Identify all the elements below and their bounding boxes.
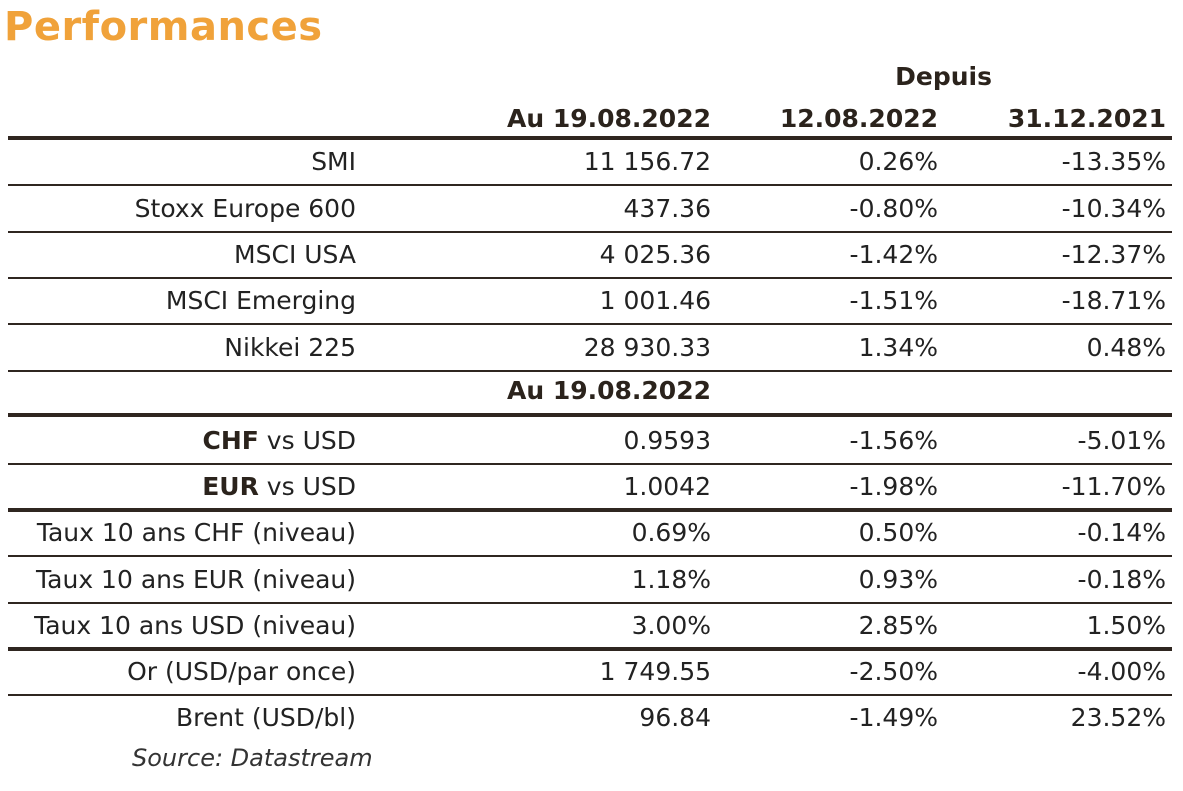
row-value-level: 4 025.36: [599, 240, 711, 269]
row-value-ytd: -0.14%: [1077, 518, 1166, 547]
table-row: Stoxx Europe 600 437.36 -0.80% -10.34%: [8, 186, 1172, 232]
rule: [8, 463, 1172, 465]
row-value-week: 0.26%: [858, 147, 938, 176]
rule-subheader: [8, 413, 1172, 417]
row-value-ytd: 23.52%: [1070, 703, 1166, 732]
row-label: Stoxx Europe 600: [134, 194, 356, 223]
source-note: Source: Datastream: [132, 744, 373, 772]
row-label: Taux 10 ans CHF (niveau): [36, 518, 356, 547]
rule: [8, 277, 1172, 279]
header-col1: Au 19.08.2022: [506, 104, 711, 133]
row-value-ytd: -13.35%: [1061, 147, 1166, 176]
header-col3: 31.12.2021: [1007, 104, 1166, 133]
row-label: MSCI Emerging: [165, 286, 356, 315]
row-value-level: 11 156.72: [583, 147, 711, 176]
row-value-level: 96.84: [639, 703, 711, 732]
row-value-week: -2.50%: [849, 657, 938, 686]
row-value-week: -1.42%: [849, 240, 938, 269]
row-value-week: 0.50%: [858, 518, 938, 547]
row-value-ytd: -11.70%: [1061, 472, 1166, 501]
row-value-level: 1 001.46: [599, 286, 711, 315]
rule: [8, 602, 1172, 604]
rule: [8, 184, 1172, 186]
row-value-level: 0.9593: [623, 426, 711, 455]
subheader-date: Au 19.08.2022: [506, 376, 711, 405]
table-row: SMI 11 156.72 0.26% -13.35%: [8, 139, 1172, 185]
table-row: EUR vs USD 1.0042 -1.98% -11.70%: [8, 464, 1172, 510]
header-depuis: Depuis: [895, 62, 992, 91]
row-label: Nikkei 225: [224, 333, 356, 362]
table-row: MSCI Emerging 1 001.46 -1.51% -18.71%: [8, 278, 1172, 324]
row-value-week: -1.98%: [849, 472, 938, 501]
row-value-level: 1.18%: [631, 565, 711, 594]
row-value-week: -1.49%: [849, 703, 938, 732]
row-value-ytd: -4.00%: [1077, 657, 1166, 686]
row-value-week: -1.56%: [849, 426, 938, 455]
row-value-level: 437.36: [623, 194, 711, 223]
rule: [8, 555, 1172, 557]
currency-code: CHF: [202, 426, 259, 455]
row-value-ytd: 0.48%: [1086, 333, 1166, 362]
row-value-ytd: -5.01%: [1077, 426, 1166, 455]
row-value-ytd: -10.34%: [1061, 194, 1166, 223]
rule-group: [8, 508, 1172, 512]
row-value-level: 0.69%: [631, 518, 711, 547]
table-row: Taux 10 ans EUR (niveau) 1.18% 0.93% -0.…: [8, 557, 1172, 603]
rule: [8, 323, 1172, 325]
row-value-level: 1.0042: [623, 472, 711, 501]
table-row: Taux 10 ans CHF (niveau) 0.69% 0.50% -0.…: [8, 510, 1172, 556]
rule: [8, 231, 1172, 233]
row-value-ytd: -12.37%: [1061, 240, 1166, 269]
row-label: EUR vs USD: [8, 464, 356, 510]
row-value-week: -0.80%: [849, 194, 938, 223]
table-row: Taux 10 ans USD (niveau) 3.00% 2.85% 1.5…: [8, 603, 1172, 649]
row-value-ytd: -0.18%: [1077, 565, 1166, 594]
rule: [8, 694, 1172, 696]
row-label: Brent (USD/bl): [175, 703, 356, 732]
table-row: Nikkei 225 28 930.33 1.34% 0.48%: [8, 325, 1172, 371]
row-value-week: 0.93%: [858, 565, 938, 594]
page-title: Performances: [4, 4, 323, 50]
rule: [8, 370, 1172, 372]
rule-header: [8, 136, 1172, 140]
currency-code: EUR: [202, 472, 259, 501]
row-label: CHF vs USD: [8, 418, 357, 464]
rule-group: [8, 647, 1172, 651]
currency-pair: vs USD: [258, 472, 356, 501]
row-label: Or (USD/par once): [127, 657, 356, 686]
row-value-level: 1 749.55: [599, 657, 711, 686]
row-value-week: 1.34%: [858, 333, 938, 362]
row-value-ytd: 1.50%: [1086, 611, 1166, 640]
row-label: SMI: [311, 147, 356, 176]
table-row: Brent (USD/bl) 96.84 -1.49% 23.52%: [8, 695, 1172, 741]
table-row: CHF vs USD 0.9593 -1.56% -5.01%: [8, 418, 1172, 464]
row-value-level: 3.00%: [631, 611, 711, 640]
table-row: Or (USD/par once) 1 749.55 -2.50% -4.00%: [8, 649, 1172, 695]
row-value-week: -1.51%: [849, 286, 938, 315]
row-label: Taux 10 ans USD (niveau): [34, 611, 356, 640]
row-value-week: 2.85%: [858, 611, 938, 640]
row-label: Taux 10 ans EUR (niveau): [36, 565, 356, 594]
table-row: MSCI USA 4 025.36 -1.42% -12.37%: [8, 232, 1172, 278]
row-value-level: 28 930.33: [583, 333, 711, 362]
row-value-ytd: -18.71%: [1061, 286, 1166, 315]
currency-pair: vs USD: [258, 426, 356, 455]
row-label: MSCI USA: [234, 240, 356, 269]
header-col2: 12.08.2022: [779, 104, 938, 133]
